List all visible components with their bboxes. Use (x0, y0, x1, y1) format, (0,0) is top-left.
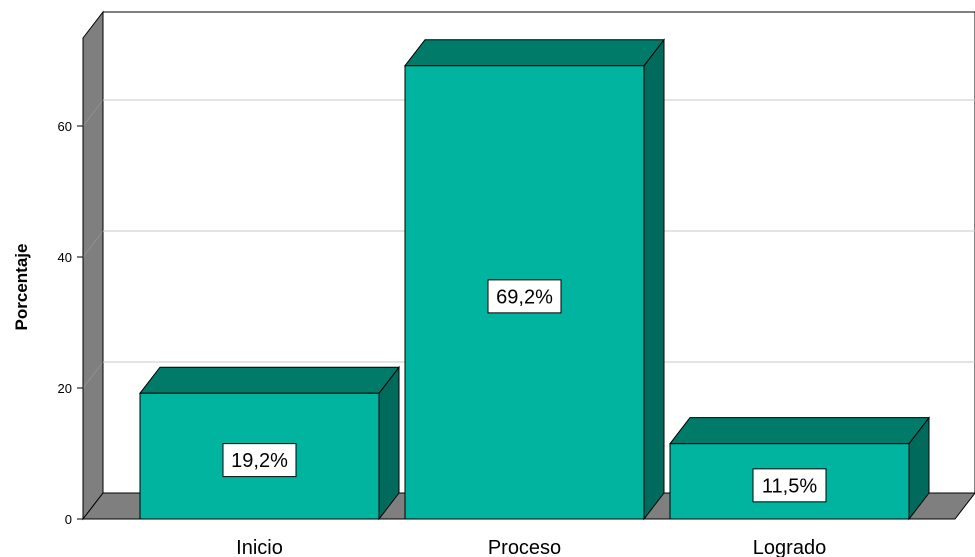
gridline-side (82, 99, 104, 127)
y-tick-label: 20 (58, 381, 72, 396)
gridline-side (82, 361, 104, 389)
data-label: 69,2% (496, 286, 553, 308)
plot-side-wall (82, 10, 104, 521)
bar-top (403, 39, 666, 67)
data-label: 19,2% (231, 450, 288, 472)
gridline-side (82, 230, 104, 258)
bar-group: 19,2% (138, 365, 401, 521)
bar-top (668, 417, 931, 445)
bar-side (643, 38, 665, 521)
x-tick-label: Inicio (236, 537, 283, 557)
bar-group: 69,2% (403, 38, 666, 521)
y-tick-label: 0 (65, 512, 72, 527)
x-tick-label: Proceso (488, 537, 561, 557)
data-label-box (487, 279, 562, 314)
bar-group: 11,5% (668, 416, 931, 521)
bar-top (138, 366, 401, 394)
y-axis-label: Porcentaje (12, 244, 31, 331)
data-label: 11,5% (762, 475, 817, 497)
data-label-box (752, 468, 827, 503)
data-label-box (222, 443, 297, 478)
x-tick-label: Logrado (753, 537, 826, 557)
y-tick-label: 40 (58, 250, 72, 265)
y-tick-label: 60 (58, 119, 72, 134)
